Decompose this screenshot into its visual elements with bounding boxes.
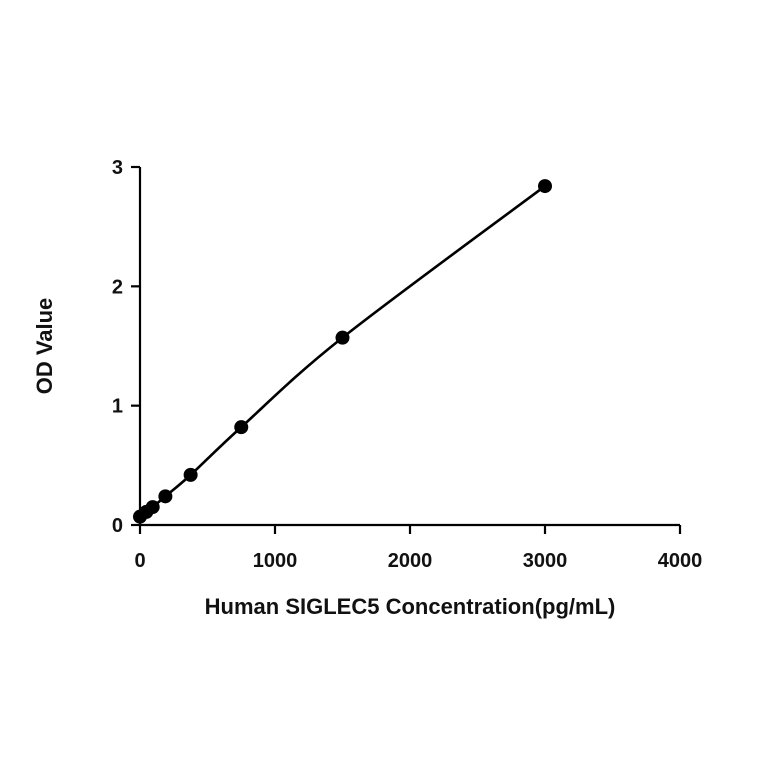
data-point [158, 489, 173, 504]
y-tick-label: 0 [112, 515, 123, 537]
x-tick-label: 2000 [388, 550, 433, 572]
y-tick-label: 3 [112, 157, 123, 179]
data-point [335, 330, 350, 345]
y-tick-label: 2 [112, 276, 123, 298]
y-tick-label: 1 [112, 396, 123, 418]
data-point [183, 467, 198, 482]
data-point [538, 179, 552, 194]
x-tick-label: 3000 [523, 550, 568, 572]
fit-curve-line [139, 185, 546, 518]
y-axis-title: OD Value [32, 298, 57, 395]
x-axis-title: Human SIGLEC5 Concentration(pg/mL) [205, 594, 616, 619]
axes [138, 167, 680, 527]
x-tick-label: 0 [134, 550, 145, 572]
ticks [131, 165, 682, 534]
data-point [145, 500, 160, 515]
data-point [234, 420, 249, 435]
x-tick-label: 4000 [658, 550, 703, 572]
data-points [133, 179, 552, 524]
x-tick-label: 1000 [253, 550, 298, 572]
tick-labels: 0 1000 2000 3000 4000 0 1 2 3 [112, 157, 702, 572]
